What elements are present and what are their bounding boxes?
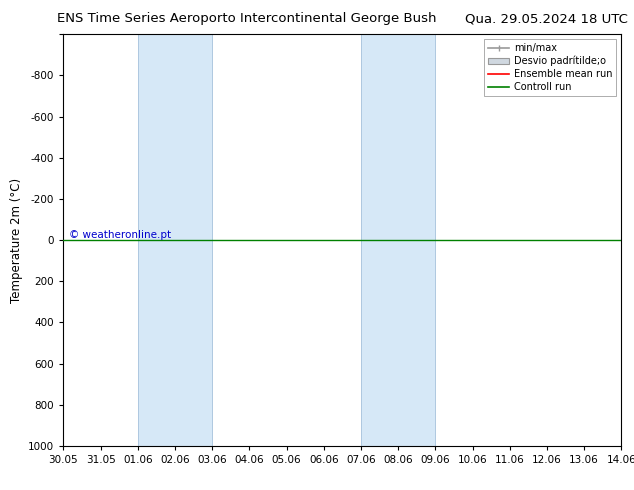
Bar xyxy=(361,34,436,446)
Text: ENS Time Series Aeroporto Intercontinental George Bush: ENS Time Series Aeroporto Intercontinent… xyxy=(57,12,437,25)
Y-axis label: Temperature 2m (°C): Temperature 2m (°C) xyxy=(10,177,23,303)
Legend: min/max, Desvio padrítilde;o, Ensemble mean run, Controll run: min/max, Desvio padrítilde;o, Ensemble m… xyxy=(484,39,616,96)
Bar xyxy=(138,34,212,446)
Text: Qua. 29.05.2024 18 UTC: Qua. 29.05.2024 18 UTC xyxy=(465,12,628,25)
Text: © weatheronline.pt: © weatheronline.pt xyxy=(69,230,171,240)
